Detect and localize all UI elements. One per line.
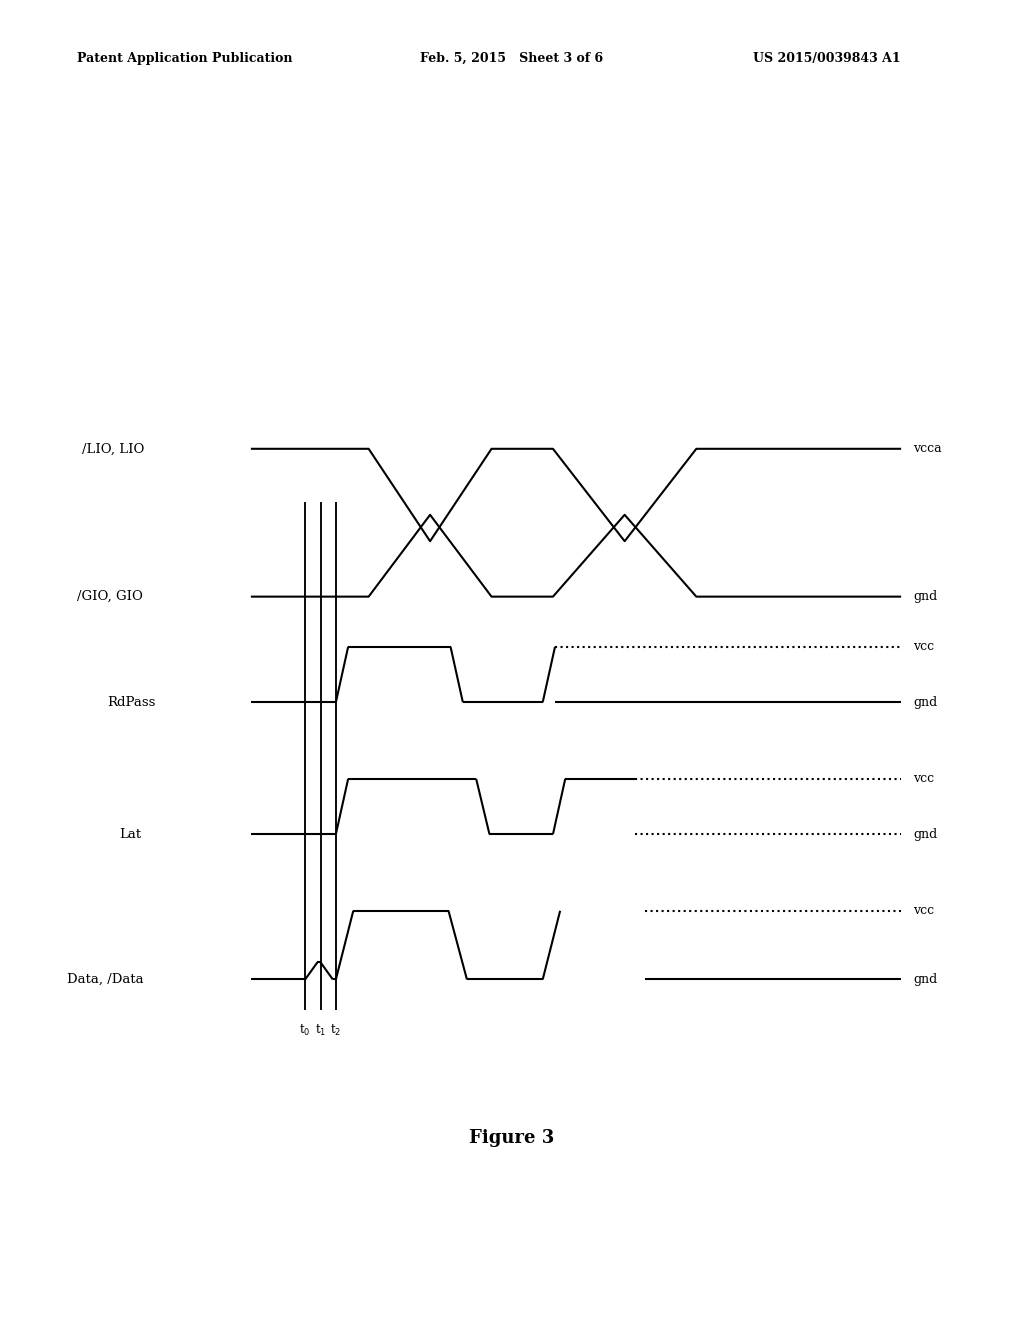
Text: Feb. 5, 2015   Sheet 3 of 6: Feb. 5, 2015 Sheet 3 of 6 [420,51,603,65]
Text: Patent Application Publication: Patent Application Publication [77,51,292,65]
Text: t$_2$: t$_2$ [330,1023,342,1038]
Text: vcc: vcc [913,772,935,785]
Text: /LIO, LIO: /LIO, LIO [82,442,144,455]
Text: Lat: Lat [119,828,141,841]
Text: t$_1$: t$_1$ [314,1023,327,1038]
Text: vcc: vcc [913,640,935,653]
Text: /GIO, GIO: /GIO, GIO [77,590,142,603]
Text: gnd: gnd [913,828,938,841]
Text: vcca: vcca [913,442,942,455]
Text: gnd: gnd [913,696,938,709]
Text: RdPass: RdPass [108,696,156,709]
Text: gnd: gnd [913,590,938,603]
Text: Figure 3: Figure 3 [469,1129,555,1147]
Text: US 2015/0039843 A1: US 2015/0039843 A1 [753,51,900,65]
Text: vcc: vcc [913,904,935,917]
Text: Data, /Data: Data, /Data [67,973,143,986]
Text: t$_0$: t$_0$ [299,1023,311,1038]
Text: gnd: gnd [913,973,938,986]
